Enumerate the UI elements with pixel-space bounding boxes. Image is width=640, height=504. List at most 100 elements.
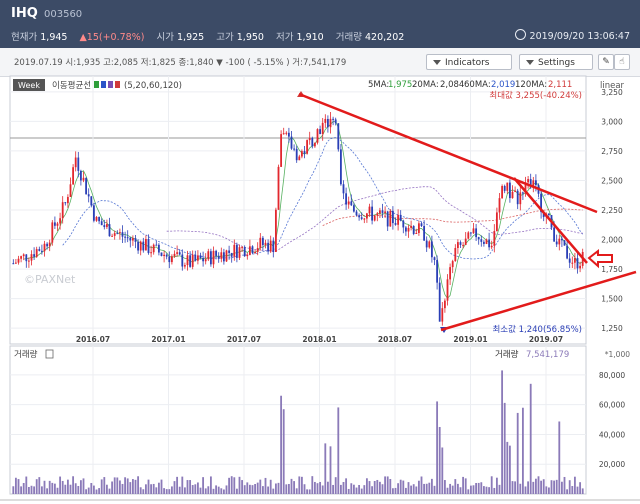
volume-bar: [261, 486, 264, 494]
volume-bar: [438, 427, 441, 494]
bar-info-line: 2019.07.19 시:1,935 고:2,085 저:1,825 종:1,8…: [14, 58, 347, 68]
candle-body: [238, 247, 241, 258]
volume-bar: [326, 481, 329, 494]
volume-bar: [233, 477, 236, 494]
volume-bar: [573, 476, 576, 494]
volume-bar: [27, 486, 30, 494]
volume-bar: [540, 480, 543, 494]
volume-bar: [157, 482, 160, 494]
volume-bar: [365, 478, 368, 494]
candle-body: [397, 214, 400, 225]
volume-bar: [116, 477, 119, 494]
candle-body: [12, 263, 15, 265]
volume-bar: [527, 481, 530, 494]
candle-body: [568, 258, 571, 263]
high-label: 고가: [216, 32, 234, 43]
candle-body: [495, 212, 498, 232]
pencil-icon[interactable]: ✎: [598, 54, 614, 70]
volume-bar: [529, 383, 532, 494]
ma5-value: 1,975: [388, 80, 412, 90]
volume-bar: [555, 479, 558, 494]
volume-bar: [337, 407, 340, 494]
candle-body: [261, 237, 264, 246]
volume-bar: [194, 484, 197, 494]
candle-body: [217, 255, 220, 259]
volume-bar: [69, 484, 72, 494]
volume-bar: [469, 485, 472, 494]
volume-bar: [404, 487, 407, 494]
candle-body: [64, 202, 67, 204]
candles: [12, 91, 584, 333]
max-value-label: 최대값 3,255(-40.24%): [489, 90, 582, 101]
candle-body: [514, 190, 517, 192]
time-tick-label: 2019.07: [529, 335, 563, 344]
volume-bar: [334, 477, 337, 494]
period-badge[interactable]: [13, 79, 45, 91]
volume-bar: [355, 487, 358, 494]
candle-body: [196, 255, 199, 261]
volume-bar: [485, 486, 488, 494]
volume-tick-label: 80,000: [599, 371, 625, 380]
volume-bar: [415, 486, 418, 494]
indicators-button[interactable]: Indicators: [426, 54, 512, 70]
volume-bar: [391, 488, 394, 494]
volume-bar: [95, 489, 98, 494]
volume-bar: [436, 401, 439, 494]
candle-body: [425, 240, 428, 248]
volume-bar: [501, 370, 504, 494]
candle-body: [446, 279, 449, 301]
candle-body: [168, 256, 171, 263]
volume-bars: [12, 370, 584, 494]
settings-button[interactable]: Settings: [519, 54, 593, 70]
candle-body: [40, 250, 43, 252]
scale-label: linear: [600, 81, 625, 91]
candle-body: [326, 118, 329, 128]
candle-body: [35, 249, 38, 257]
volume-bar: [103, 477, 106, 494]
candle-body: [459, 242, 462, 245]
volume-bar: [381, 484, 384, 494]
volume-bar: [308, 489, 311, 494]
candle-body: [27, 260, 30, 262]
price-tick-label: 2,000: [601, 236, 623, 245]
candle-body: [391, 210, 394, 224]
volume-bar: [14, 477, 17, 494]
volume-bar: [108, 488, 111, 494]
volume-bar: [66, 479, 69, 494]
clock-icon: [514, 29, 526, 40]
volume-bar: [269, 479, 272, 494]
volume-bar: [373, 480, 376, 494]
volume-legend-label: 거래량: [495, 349, 519, 360]
volume-bar: [137, 476, 140, 494]
min-value-label: 최소값 1,240(56.85%): [492, 324, 582, 335]
volume-bar: [532, 481, 535, 494]
candle-body: [126, 237, 129, 239]
volume-bar: [397, 483, 400, 494]
candle-body: [319, 129, 322, 135]
candle-body: [342, 184, 345, 194]
volume-bar: [277, 482, 280, 494]
volume-bar: [33, 486, 36, 494]
volume-bar: [285, 484, 288, 494]
candle-body: [477, 237, 480, 240]
candle-body: [553, 227, 556, 242]
volume-settings-icon[interactable]: [45, 349, 54, 359]
candle-body: [371, 206, 374, 221]
volume-bar: [454, 479, 457, 494]
volume-bar: [134, 479, 137, 494]
candle-body: [147, 239, 150, 254]
candle-body: [521, 192, 524, 194]
candle-body: [467, 232, 470, 239]
candle-body: [303, 151, 306, 154]
candle-body: [251, 246, 254, 254]
candle-body: [501, 186, 504, 199]
ma120-value: 2,111: [548, 80, 572, 90]
volume-bar: [368, 481, 371, 494]
candle-body: [155, 244, 158, 246]
cursor-icon[interactable]: ☝: [614, 54, 630, 70]
volume-bar: [217, 486, 220, 494]
volume-bar: [407, 482, 410, 494]
candle-body: [360, 217, 363, 219]
candle-body: [230, 252, 233, 257]
